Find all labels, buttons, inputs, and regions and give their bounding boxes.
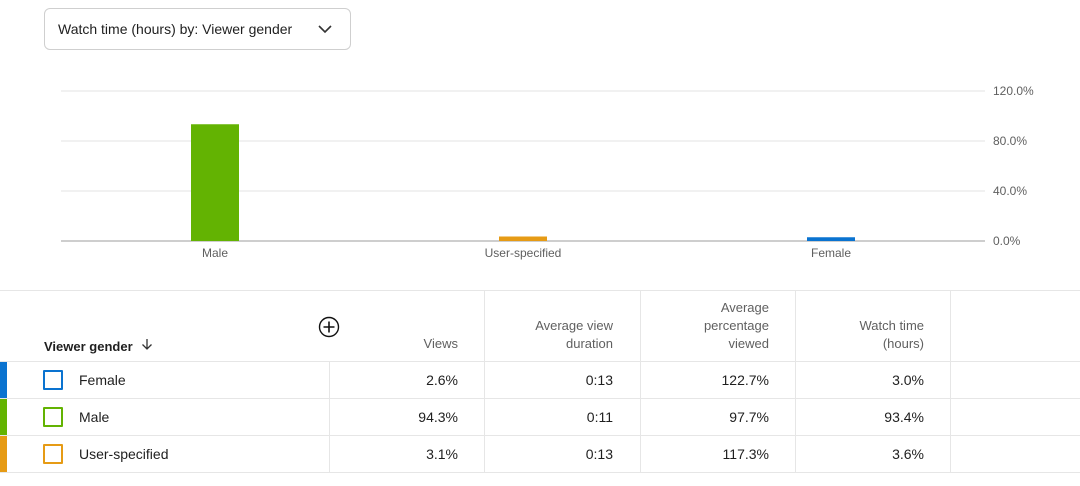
cell-views: 94.3% <box>418 409 458 425</box>
row-label: Male <box>79 409 110 425</box>
cell-watch-time: 3.0% <box>892 372 924 388</box>
column-divider <box>950 436 951 472</box>
column-divider <box>950 291 951 361</box>
column-divider <box>640 399 641 435</box>
header-viewer-gender-label: Viewer gender <box>44 338 133 354</box>
metric-dropdown[interactable]: Watch time (hours) by: Viewer gender <box>44 8 351 50</box>
arrow-down-icon <box>141 338 153 354</box>
cell-pct-viewed: 117.3% <box>722 446 769 462</box>
header-line: duration <box>566 336 613 351</box>
x-tick-label: Female <box>811 246 851 260</box>
row-label: Female <box>79 372 126 388</box>
bar <box>807 237 855 241</box>
header-line: Average view <box>535 318 613 333</box>
metric-dropdown-label: Watch time (hours) by: Viewer gender <box>58 21 293 37</box>
column-divider <box>795 399 796 435</box>
data-table: Viewer gender Views Average view duratio… <box>0 290 1080 473</box>
add-circle-icon[interactable] <box>318 316 340 338</box>
bar <box>499 236 547 241</box>
column-divider <box>484 362 485 398</box>
column-divider <box>795 291 796 361</box>
column-divider <box>795 362 796 398</box>
table-header-row: Viewer gender Views Average view duratio… <box>0 290 1080 362</box>
column-divider <box>329 399 330 435</box>
column-divider <box>795 436 796 472</box>
y-tick-label: 120.0% <box>993 84 1034 98</box>
column-divider <box>640 362 641 398</box>
header-views-label: Views <box>423 336 458 351</box>
header-line: Watch time <box>859 318 924 333</box>
row-color-swatch <box>0 399 7 435</box>
column-divider <box>484 436 485 472</box>
header-avg-view-duration[interactable]: Average view duration <box>535 317 613 353</box>
row-color-swatch <box>0 362 7 398</box>
bar-chart: 120.0% 80.0% 40.0% 0.0% Male User-specified Fe… <box>61 84 1034 260</box>
header-watch-time[interactable]: Watch time (hours) <box>859 317 924 353</box>
header-line: percentage <box>703 318 769 333</box>
x-tick-label: Male <box>202 246 228 260</box>
cell-views: 3.1% <box>426 446 458 462</box>
table-row[interactable]: Female 2.6% 0:13 122.7% 3.0% <box>0 362 1080 399</box>
cell-pct-viewed: 97.7% <box>729 409 769 425</box>
cell-duration: 0:13 <box>585 372 613 388</box>
row-label: User-specified <box>79 446 169 462</box>
y-tick-label: 0.0% <box>993 234 1021 248</box>
bar <box>191 124 239 241</box>
column-divider <box>950 362 951 398</box>
y-tick-label: 40.0% <box>993 184 1027 198</box>
cell-pct-viewed: 122.7% <box>721 372 769 388</box>
cell-watch-time: 3.6% <box>892 446 924 462</box>
header-line: Average <box>720 300 769 315</box>
column-divider <box>640 436 641 472</box>
column-divider <box>329 362 330 398</box>
chevron-down-icon <box>318 24 332 34</box>
header-avg-pct-viewed[interactable]: Average percentage viewed <box>704 299 769 353</box>
row-checkbox[interactable] <box>43 370 63 390</box>
x-tick-label: User-specified <box>485 246 562 260</box>
column-divider <box>640 291 641 361</box>
row-checkbox[interactable] <box>43 444 63 464</box>
header-views[interactable]: Views <box>424 335 458 353</box>
cell-duration: 0:11 <box>586 409 613 425</box>
y-tick-label: 80.0% <box>993 134 1027 148</box>
table-row[interactable]: User-specified 3.1% 0:13 117.3% 3.6% <box>0 436 1080 473</box>
column-divider <box>484 291 485 361</box>
row-checkbox[interactable] <box>43 407 63 427</box>
table-row[interactable]: Male 94.3% 0:11 97.7% 93.4% <box>0 399 1080 436</box>
column-divider <box>329 436 330 472</box>
column-divider <box>950 399 951 435</box>
cell-views: 2.6% <box>426 372 458 388</box>
header-viewer-gender[interactable]: Viewer gender <box>44 338 153 354</box>
cell-watch-time: 93.4% <box>884 409 924 425</box>
cell-duration: 0:13 <box>585 446 613 462</box>
header-line: (hours) <box>882 336 924 351</box>
header-line: viewed <box>728 336 769 351</box>
row-color-swatch <box>0 436 7 472</box>
column-divider <box>484 399 485 435</box>
